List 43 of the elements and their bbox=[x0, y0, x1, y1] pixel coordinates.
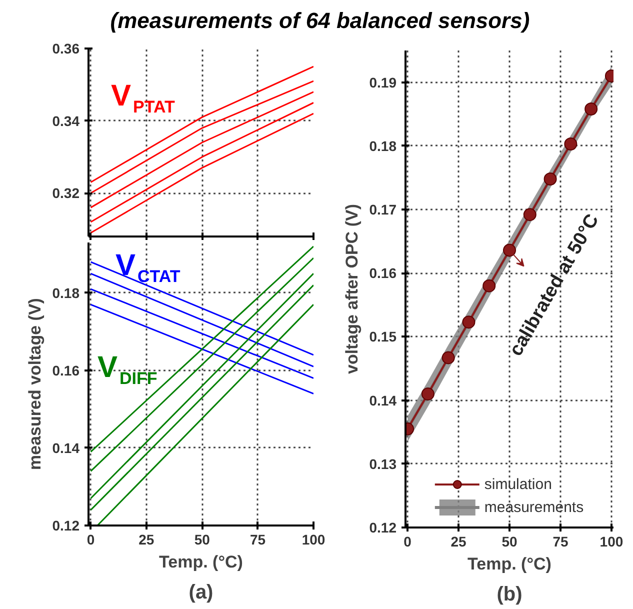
y-tick-label: 0.17 bbox=[369, 202, 397, 218]
x-tick-label: 75 bbox=[552, 534, 568, 550]
x-tick-label: 50 bbox=[194, 532, 210, 548]
y-tick-label: 0.16 bbox=[52, 362, 80, 378]
point bbox=[523, 208, 536, 222]
x-tick-label: 25 bbox=[450, 534, 467, 550]
legend-label: measurements bbox=[484, 498, 584, 516]
point bbox=[421, 387, 434, 400]
chart-title: (measurements of 64 balanced sensors) bbox=[110, 7, 530, 35]
y-tick-label: 0.18 bbox=[369, 138, 397, 154]
point bbox=[442, 351, 455, 364]
x-tick-label: 50 bbox=[502, 534, 518, 550]
point bbox=[544, 172, 557, 186]
y-tick-label: 0.34 bbox=[52, 112, 80, 129]
y-tick-label: 0.32 bbox=[52, 185, 80, 202]
y-tick-label: 0.19 bbox=[369, 74, 397, 90]
x-tick-label: 25 bbox=[138, 532, 154, 548]
x-tick-label: 0 bbox=[86, 532, 95, 548]
y-tick-label: 0.16 bbox=[369, 265, 397, 282]
legend-label: simulation bbox=[484, 476, 552, 492]
y-tick-label: 0.14 bbox=[52, 440, 80, 456]
y-tick-label: 0.36 bbox=[52, 40, 80, 56]
x-tick-label: 100 bbox=[600, 534, 624, 550]
x-tick-label: 0 bbox=[404, 534, 412, 550]
text: (b) bbox=[496, 584, 522, 606]
y-axis-title: measured voltage (V) bbox=[25, 298, 44, 470]
y-axis-title: voltage after OPC (V) bbox=[342, 204, 362, 374]
point bbox=[503, 244, 516, 257]
y-tick-label: 0.15 bbox=[369, 328, 397, 345]
y-tick-label: 0.12 bbox=[52, 518, 80, 534]
y-tick-label: 0.18 bbox=[52, 284, 80, 301]
x-axis-title: Temp. (°C) bbox=[468, 554, 552, 574]
point bbox=[482, 279, 496, 292]
y-tick-label: 0.13 bbox=[369, 456, 397, 472]
point bbox=[584, 102, 598, 116]
text: (a) bbox=[188, 582, 214, 604]
y-tick-label: 0.12 bbox=[369, 520, 397, 536]
x-axis-title: Temp. (°C) bbox=[159, 552, 243, 572]
x-tick-label: 100 bbox=[302, 532, 326, 548]
point bbox=[462, 316, 476, 329]
point bbox=[564, 138, 578, 150]
x-tick-label: 75 bbox=[250, 532, 266, 548]
y-tick-label: 0.14 bbox=[369, 392, 397, 408]
